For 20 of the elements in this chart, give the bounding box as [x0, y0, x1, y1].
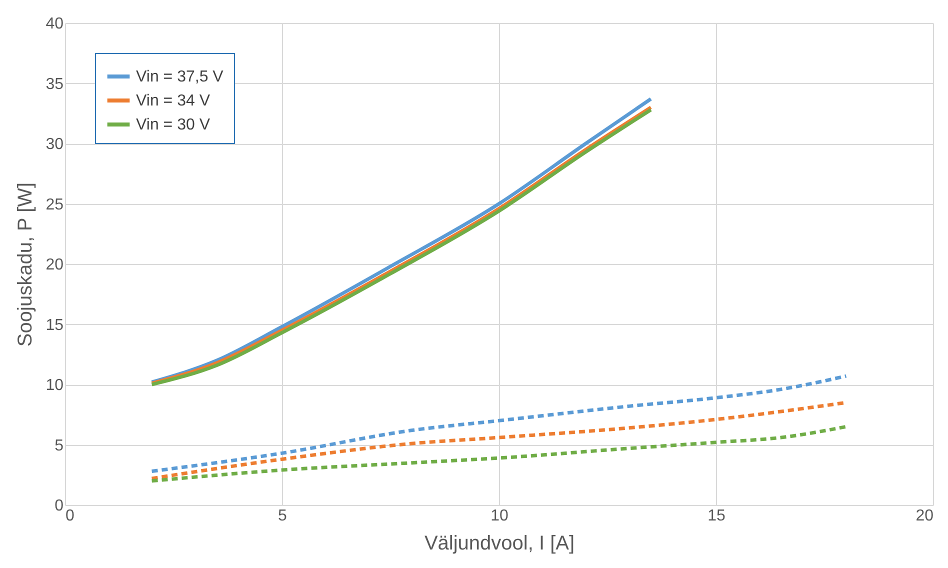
- y-axis-title: Soojuskadu, P [W]: [14, 182, 37, 347]
- line-series: [150, 424, 848, 483]
- y-tick-label: 10: [46, 377, 64, 394]
- legend-label: Vin = 37,5 V: [136, 68, 224, 86]
- y-tick-label: 30: [46, 136, 64, 153]
- line-series: [150, 374, 848, 474]
- y-tick-label: 35: [46, 76, 64, 93]
- y-tick-label: 5: [54, 437, 64, 454]
- legend-label: Vin = 34 V: [136, 92, 210, 110]
- legend-label: Vin = 30 V: [136, 116, 210, 134]
- x-tick-label: 10: [490, 508, 508, 524]
- y-tick-label: 20: [46, 256, 64, 274]
- x-axis-title: Väljundvool, I [A]: [424, 532, 575, 554]
- x-tick-label: 0: [66, 508, 74, 524]
- y-tick-label: 15: [46, 316, 64, 334]
- y-tick-label: 25: [46, 196, 64, 214]
- x-tick-label: 5: [278, 508, 288, 524]
- y-tick-label: 40: [46, 16, 64, 32]
- x-tick-label: 15: [708, 508, 726, 524]
- x-tick-label: 20: [916, 508, 934, 524]
